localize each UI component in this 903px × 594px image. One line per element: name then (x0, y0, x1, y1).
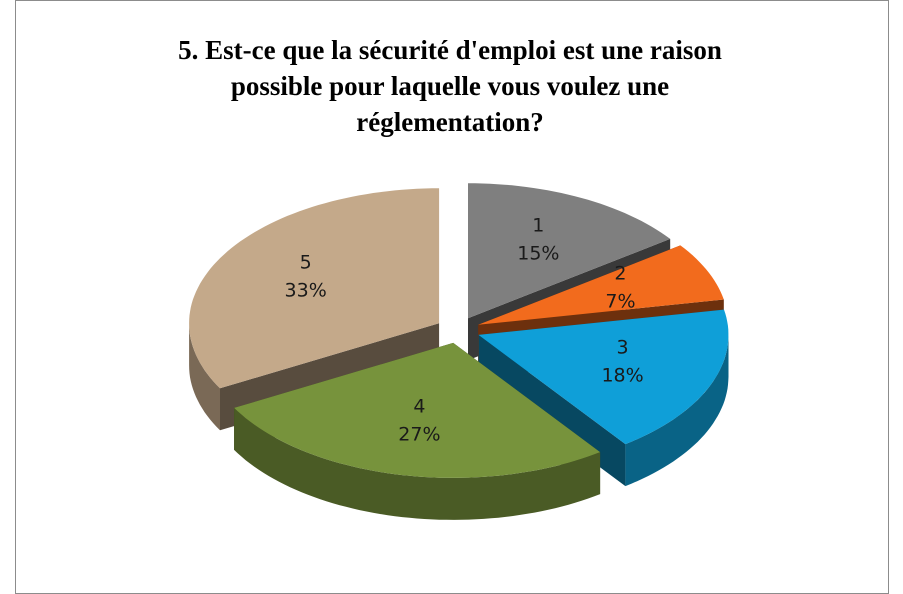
slice-wall (625, 334, 729, 487)
slice-wall (189, 323, 220, 431)
slice-wall (234, 407, 601, 520)
slice-label: 33% (285, 280, 327, 302)
slice: 318% (478, 309, 729, 487)
slice-face (234, 342, 601, 478)
slice-face (478, 309, 729, 445)
slice-label: 18% (601, 365, 643, 387)
slice-label: 27% (398, 424, 440, 446)
slice-face (189, 188, 440, 389)
slice-category: 3 (617, 337, 629, 359)
slice-face (468, 183, 671, 319)
slice: 427% (234, 342, 601, 520)
slice-category: 5 (300, 252, 312, 274)
slice-category: 4 (413, 396, 425, 418)
slice-category: 2 (614, 263, 626, 285)
slice-face (478, 245, 724, 325)
slice-label: 7% (605, 291, 635, 313)
slice-category: 1 (532, 215, 544, 237)
slice-label: 15% (517, 243, 559, 265)
chart-title: 5. Est-ce que la sécurité d'emploi est u… (178, 35, 722, 137)
